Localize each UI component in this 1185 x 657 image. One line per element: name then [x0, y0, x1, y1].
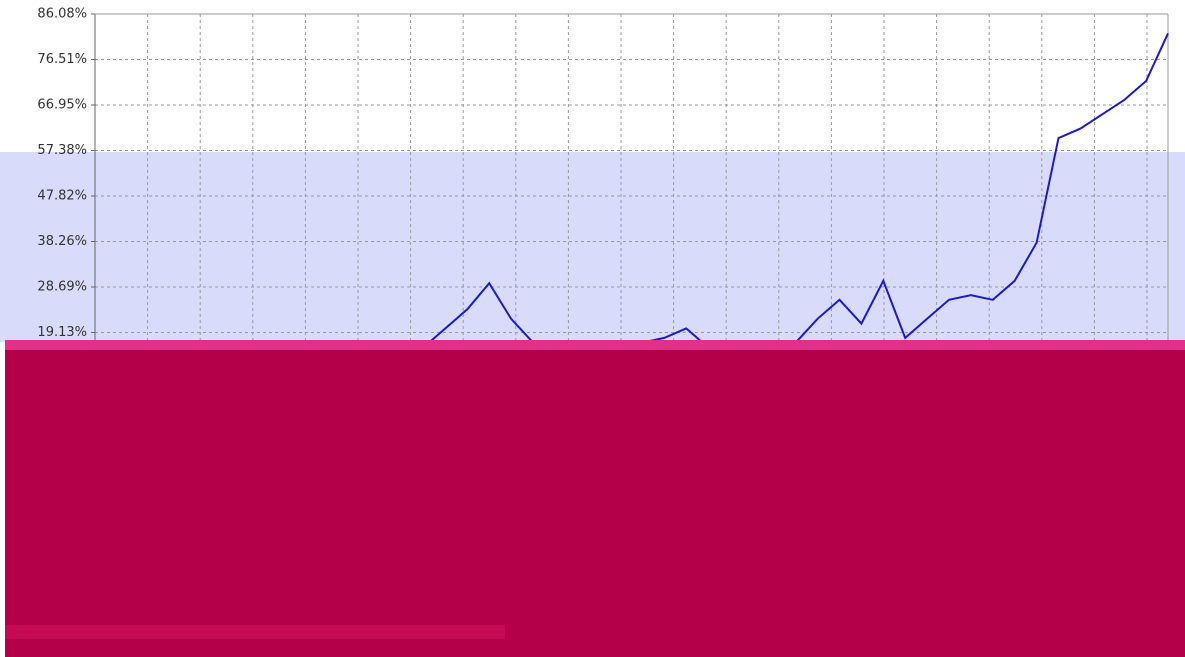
glitch-block [5, 350, 1185, 657]
y-tick-label: 47.82% [37, 189, 87, 204]
y-tick-label: 76.51% [37, 52, 87, 67]
y-tick-label: 86.08% [37, 7, 87, 22]
y-tick-label: 19.13% [37, 325, 87, 340]
y-tick-label: 38.26% [37, 234, 87, 249]
y-tick-label: 66.95% [37, 98, 87, 113]
y-tick-label: 57.38% [37, 143, 87, 158]
glitch-band [0, 152, 1185, 342]
glitch-noise [5, 625, 505, 639]
y-tick-label: 28.69% [37, 280, 87, 295]
